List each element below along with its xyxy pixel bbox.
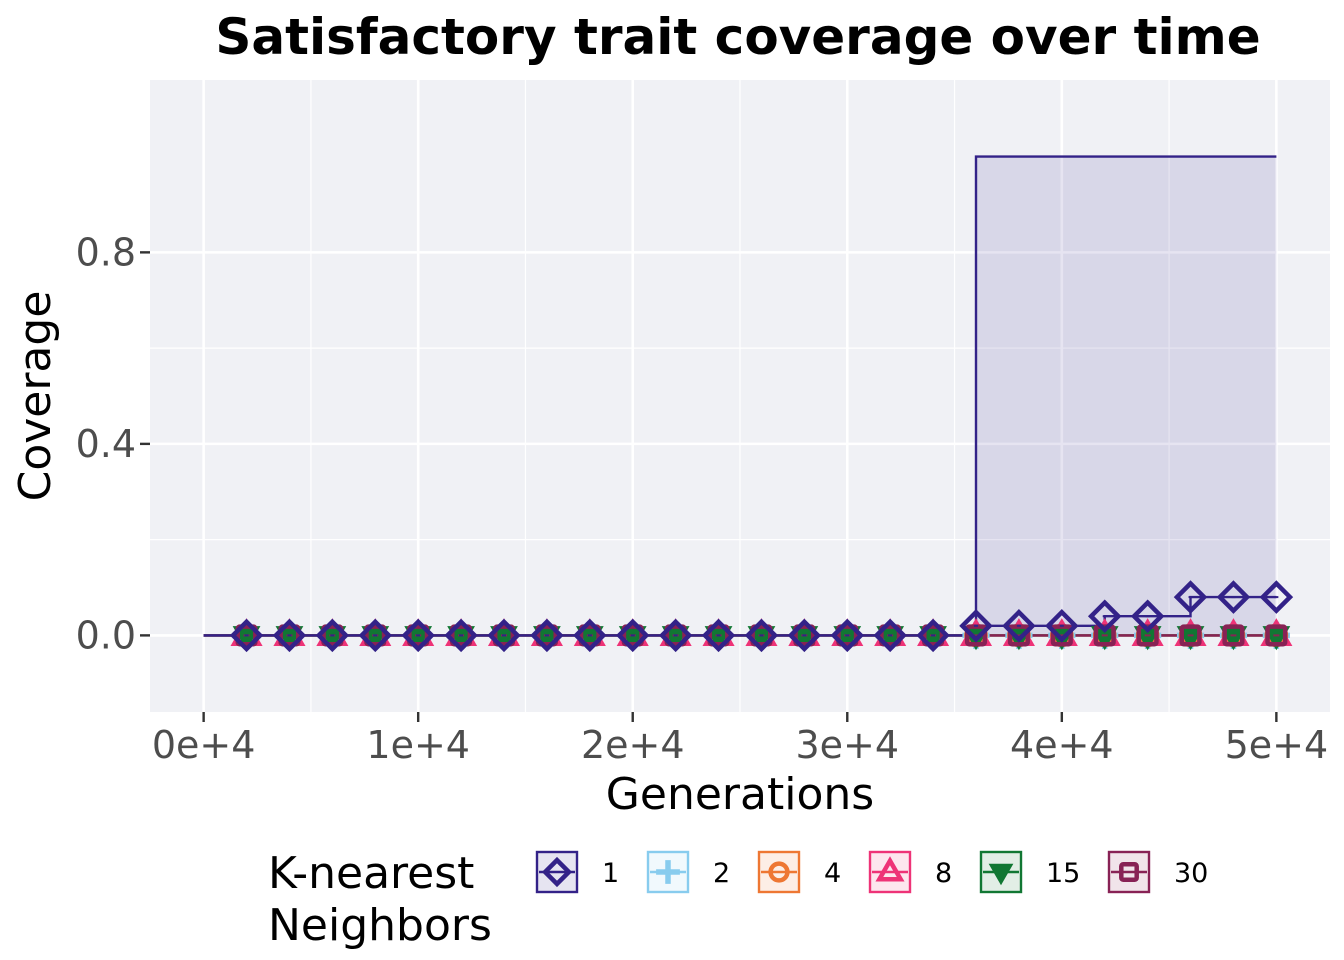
point-series-30 [1222,624,1245,647]
point-series-30 [278,624,301,647]
point-series-30 [1179,624,1202,647]
point-series-1 [658,618,693,653]
point-series-1 [358,618,393,653]
point-series-30 [793,624,816,647]
point-series-30 [578,624,601,647]
x-tick-label: 0e+4 [152,723,256,767]
series-markers [229,580,1294,653]
band-fill-1 [203,156,1277,636]
legend-label-2: 2 [713,858,730,889]
x-tick-label: 1e+4 [366,723,470,767]
point-series-1 [1130,599,1165,634]
point-series-30 [879,624,902,647]
legend-label-15: 15 [1046,858,1080,889]
point-series-1 [1002,609,1036,643]
point-series-1 [701,618,736,653]
point-series-30 [664,624,687,647]
point-series-1 [916,618,950,653]
legend-key-marker-1 [541,856,573,888]
point-series-30 [1093,624,1116,647]
point-series-1 [315,618,350,653]
y-tick-label: 0.8 [76,230,136,274]
point-series-30 [1265,624,1288,647]
point-series-1 [229,618,264,653]
point-series-30 [235,624,258,647]
legend-title-line-2: Neighbors [268,900,492,951]
y-axis-label: Coverage [10,291,61,502]
point-series-1 [1259,580,1294,614]
legend-title: K-nearest Neighbors [268,848,492,951]
legend-key-marker-8 [875,856,905,882]
point-series-30 [535,624,558,647]
legend: K-nearest Neighbors 1 2 4 8 15 30 [268,848,1208,951]
point-series-1 [530,618,564,653]
point-series-1 [444,618,478,653]
point-series-30 [321,624,344,647]
legend-label-4: 4 [824,858,841,889]
axes: 0e+4 1e+4 2e+4 3e+4 4e+4 5e+4 0.0 0.4 0.8 [76,230,1329,767]
y-tick-label: 0.4 [76,422,136,466]
point-series-1 [272,618,307,653]
legend-label-1: 1 [602,858,619,889]
point-series-30 [1136,624,1159,647]
point-series-30 [407,624,430,647]
point-series-30 [922,624,945,647]
point-series-1 [573,618,607,653]
legend-key-marker-30 [1119,862,1139,882]
point-series-30 [621,624,644,647]
point-series-1 [401,618,435,653]
point-series-1 [1087,599,1122,634]
legend-key-marker-2 [656,860,680,884]
point-series-1 [1173,580,1208,614]
point-series-1 [1045,609,1079,643]
x-axis-label: Generations [606,769,874,820]
legend-key-marker-4 [768,861,790,883]
point-series-1 [873,618,907,653]
point-series-1 [615,618,650,653]
point-series-30 [707,624,730,647]
point-series-30 [492,624,516,647]
legend-label-30: 30 [1174,858,1208,889]
point-series-30 [836,624,859,647]
legend-key-marker-15 [988,863,1014,886]
legend-title-line-1: K-nearest [268,848,474,899]
x-tick-label: 2e+4 [581,723,685,767]
point-series-30 [450,624,473,647]
y-tick-label: 0.0 [76,613,136,657]
point-series-30 [750,624,773,647]
legend-label-8: 8 [935,858,952,889]
point-series-1 [787,618,822,653]
point-series-1 [959,609,993,643]
point-series-1 [487,618,521,653]
chart-title: Satisfactory trait coverage over time [215,8,1260,66]
x-tick-label: 4e+4 [1010,723,1114,767]
point-series-1 [1216,580,1251,614]
legend-items: 1 2 4 8 15 30 [535,850,1208,894]
x-tick-label: 3e+4 [795,723,899,767]
point-series-1 [830,618,865,653]
x-tick-label: 5e+4 [1225,723,1329,767]
point-series-30 [364,624,387,647]
point-series-1 [744,618,779,653]
